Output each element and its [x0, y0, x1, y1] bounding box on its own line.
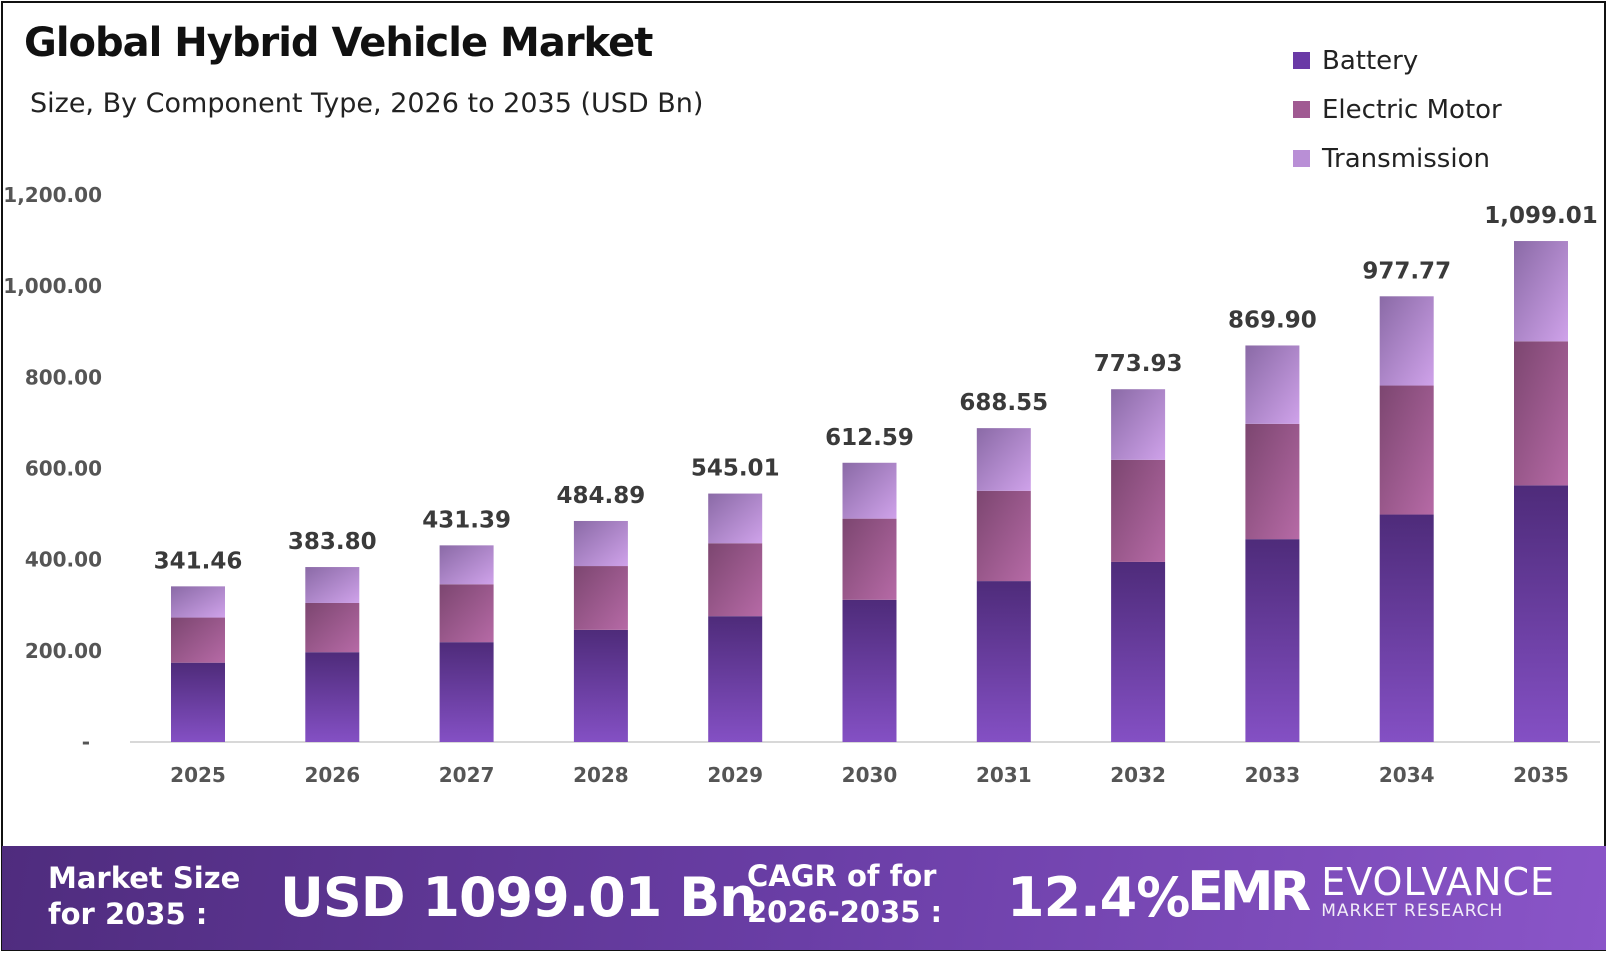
bar-segment-battery [708, 616, 763, 742]
cagr-label: CAGR of for 2026-2035 : [747, 858, 942, 930]
bar-segment-electric-motor [305, 602, 360, 653]
y-tick-label: 800.00 [25, 365, 102, 389]
bar-segment-electric-motor [1514, 341, 1568, 486]
y-tick-label: 200.00 [25, 639, 102, 663]
total-label: 1,099.01 [1484, 203, 1598, 229]
y-tick-label: 600.00 [25, 457, 102, 481]
x-tick-label: 2027 [439, 763, 495, 787]
bar-segment-battery [1245, 539, 1300, 742]
bar-segment-battery [1379, 514, 1434, 742]
total-label: 431.39 [422, 507, 511, 533]
total-label: 484.89 [557, 483, 646, 509]
y-tick-label: 1,200.00 [3, 183, 102, 207]
bar-segment-electric-motor [1245, 423, 1300, 540]
bar-segment-transmission [305, 567, 360, 603]
legend-item-electric-motor: Electric Motor [1293, 85, 1502, 134]
bar-segment-battery [976, 581, 1031, 742]
bar-segment-battery [305, 652, 360, 742]
bar-segment-transmission [842, 462, 897, 519]
total-label: 545.01 [691, 456, 780, 482]
bar-segment-electric-motor [708, 543, 763, 617]
label-line: for 2035 : [48, 897, 208, 931]
market-size-value: USD 1099.01 Bn [280, 866, 758, 929]
bar-segment-electric-motor [171, 617, 225, 663]
legend-swatch [1293, 150, 1310, 167]
logo-tagline: MARKET RESEARCH [1321, 900, 1504, 921]
total-label: 773.93 [1094, 351, 1183, 377]
bar-segment-transmission [1379, 296, 1434, 386]
legend-item-transmission: Transmission [1293, 134, 1502, 183]
x-tick-label: 2029 [707, 763, 763, 787]
label-line: Market Size [48, 861, 241, 895]
bar-segment-transmission [171, 586, 225, 618]
x-tick-label: 2028 [573, 763, 629, 787]
legend-label: Battery [1322, 45, 1419, 76]
x-tick-label: 2034 [1379, 763, 1435, 787]
bar-segment-battery [439, 642, 494, 742]
bar-segment-electric-motor [976, 490, 1031, 582]
total-label: 383.80 [288, 529, 377, 555]
bar-segment-transmission [708, 493, 763, 544]
legend-label: Transmission [1322, 143, 1490, 174]
legend-label: Electric Motor [1322, 94, 1502, 125]
bar-chart: - 200.00 400.00 600.00 800.00 1,000.00 1,200.0… [3, 183, 1600, 787]
market-size-label: Market Size for 2035 : [48, 860, 240, 932]
bar-segment-battery [1111, 561, 1166, 742]
x-tick-label: 2035 [1513, 763, 1569, 787]
y-tick-label: 1,000.00 [3, 274, 102, 298]
x-tick-label: 2026 [304, 763, 360, 787]
legend: Battery Electric Motor Transmission [1293, 36, 1502, 183]
x-tick-label: 2030 [842, 763, 898, 787]
bar-segment-transmission [976, 428, 1031, 491]
logo-mark: EMR [1187, 860, 1311, 923]
logo-name: EVOLVANCE [1321, 859, 1555, 904]
label-line: 2026-2035 : [747, 895, 943, 929]
x-tick-label: 2025 [170, 763, 226, 787]
total-label: 341.46 [154, 548, 243, 574]
y-tick-label: 400.00 [25, 548, 102, 572]
bar-segment-battery [171, 662, 225, 742]
bar-segment-electric-motor [1379, 385, 1434, 515]
legend-swatch [1293, 52, 1310, 69]
bar-segment-battery [1514, 485, 1568, 742]
x-tick-label: 2032 [1110, 763, 1166, 787]
bar-segment-battery [842, 599, 897, 742]
company-logo: EMR EVOLVANCE MARKET RESEARCH [1187, 860, 1555, 923]
bar-segment-electric-motor [439, 584, 494, 643]
bar-segment-electric-motor [573, 566, 628, 630]
x-tick-label: 2033 [1245, 763, 1301, 787]
bar-segment-transmission [573, 520, 628, 567]
bar-segment-transmission [1111, 389, 1166, 460]
bar-segment-battery [573, 629, 628, 742]
total-label: 612.59 [825, 425, 914, 451]
label-line: CAGR of for [747, 859, 937, 893]
bar-segment-transmission [439, 545, 494, 585]
total-label: 977.77 [1362, 258, 1451, 284]
summary-banner: Market Size for 2035 : USD 1099.01 Bn CA… [2, 846, 1606, 950]
bar-segment-electric-motor [1111, 459, 1166, 562]
cagr-value: 12.4% [1007, 866, 1190, 929]
bar-segment-electric-motor [842, 518, 897, 600]
chart-title: Global Hybrid Vehicle Market [24, 20, 653, 66]
y-tick-label: - [82, 730, 90, 754]
x-tick-label: 2031 [976, 763, 1032, 787]
bar-segment-transmission [1514, 241, 1568, 342]
bar-segment-transmission [1245, 345, 1300, 424]
chart-subtitle: Size, By Component Type, 2026 to 2035 (U… [30, 88, 704, 119]
total-label: 869.90 [1228, 307, 1317, 333]
total-label: 688.55 [959, 390, 1048, 416]
legend-swatch [1293, 101, 1310, 118]
legend-item-battery: Battery [1293, 36, 1502, 85]
